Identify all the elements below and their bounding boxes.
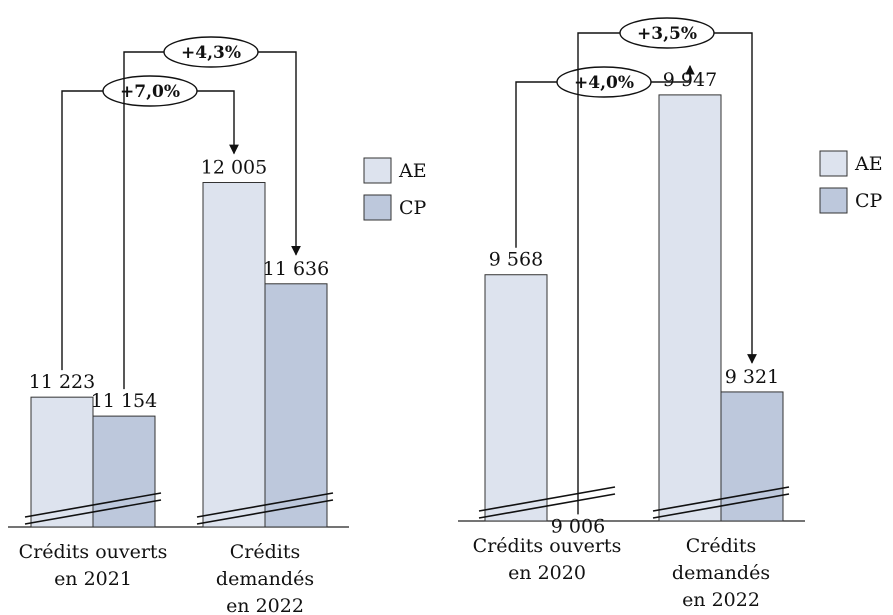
- data-label: 12 005: [201, 157, 267, 179]
- axis-break-line: [196, 499, 334, 525]
- variation-label: +3,5%: [637, 24, 697, 44]
- category-label: Crédits: [686, 535, 757, 557]
- category-label: demandés: [672, 562, 770, 584]
- legend-swatch-cp: [819, 187, 848, 214]
- variation-badge: [619, 17, 715, 49]
- bar-ae-1: [202, 182, 266, 528]
- bar-cp-1: [264, 283, 328, 528]
- legend-swatch-ae: [819, 150, 848, 177]
- bar-cp-1: [720, 391, 784, 522]
- legend-label: CP: [399, 197, 427, 219]
- category-label: en 2022: [226, 595, 304, 615]
- variation-label: +4,3%: [181, 43, 241, 63]
- bar-cp-0: [92, 415, 156, 528]
- legend-label: CP: [855, 190, 883, 212]
- variation-label: +7,0%: [120, 82, 180, 102]
- category-label: en 2020: [508, 562, 586, 584]
- axis-break-line: [24, 499, 162, 525]
- category-label: Crédits: [230, 541, 301, 563]
- category-label: en 2022: [682, 589, 760, 611]
- data-label: 11 154: [91, 390, 157, 412]
- variation-badge: [102, 75, 198, 107]
- bar-ae-0: [30, 396, 94, 528]
- bar-ae-0: [484, 274, 548, 522]
- category-label: demandés: [216, 568, 314, 590]
- data-label: 9 006: [551, 515, 605, 537]
- axis-break-line: [478, 486, 616, 512]
- axis-break-line: [24, 492, 162, 518]
- axis-break-line: [652, 493, 790, 519]
- data-label: 11 223: [29, 371, 95, 393]
- category-label: Crédits ouverts: [473, 535, 622, 557]
- data-label: 11 636: [263, 258, 329, 280]
- data-label: 9 568: [489, 249, 543, 271]
- legend-swatch-ae: [363, 157, 392, 184]
- data-label: 9 321: [725, 366, 779, 388]
- axis-break-line: [652, 486, 790, 512]
- variation-badge: [163, 36, 259, 68]
- axis-break-line: [196, 492, 334, 518]
- bar-ae-1: [658, 94, 722, 522]
- legend-swatch-cp: [363, 194, 392, 221]
- axis-break-line: [478, 493, 616, 519]
- category-label: Crédits ouverts: [19, 541, 168, 563]
- category-label: en 2021: [54, 568, 132, 590]
- variation-label: +4,0%: [574, 73, 634, 93]
- legend-label: AE: [398, 160, 427, 182]
- variation-badge: [556, 66, 652, 98]
- legend-label: AE: [854, 153, 883, 175]
